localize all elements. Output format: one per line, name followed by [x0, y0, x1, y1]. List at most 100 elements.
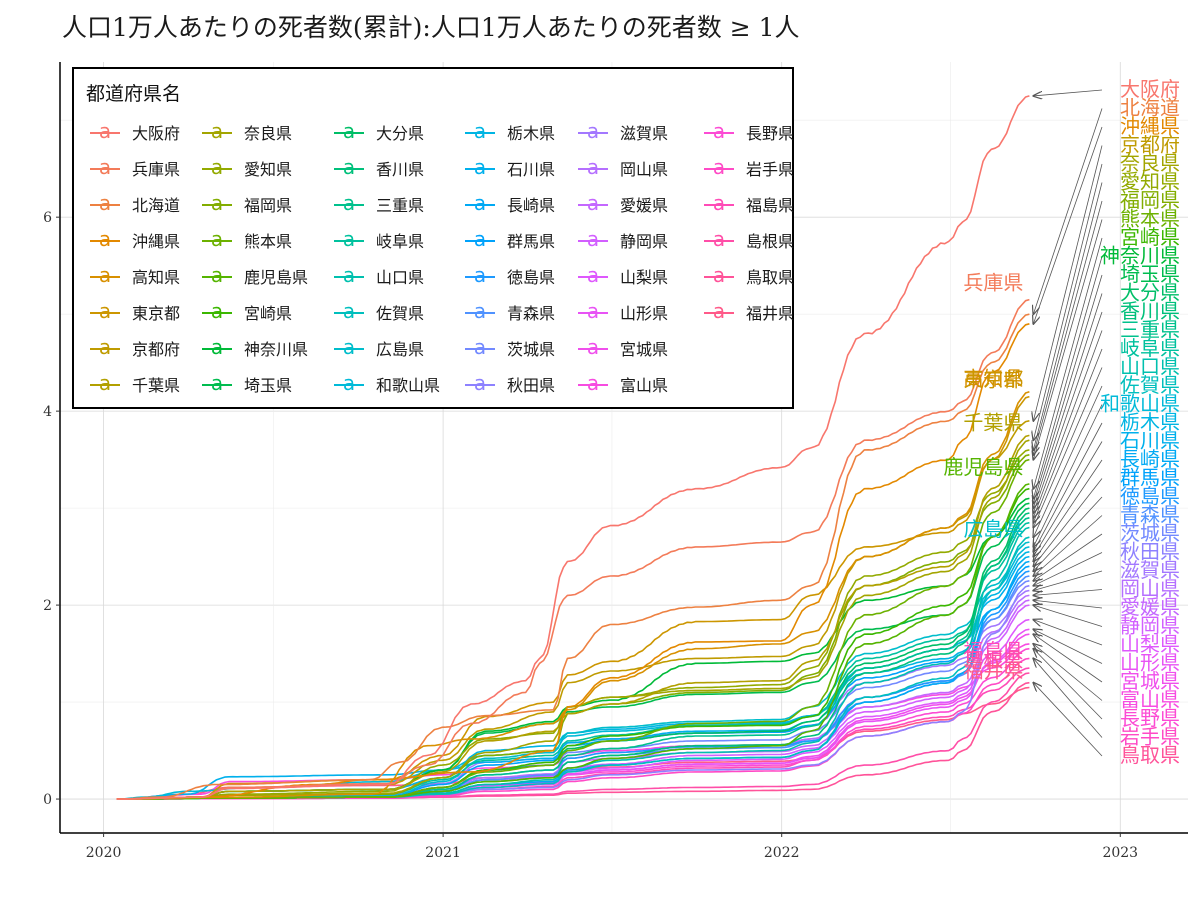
axes: 0 2 4 6 2020 2021 2022 2023 [43, 62, 1188, 861]
legend-item: a 東京都 [88, 297, 180, 327]
series-line [116, 449, 1030, 800]
series-end-label: 富山県 [1120, 688, 1180, 712]
series-end-label: 岡山県 [1120, 577, 1180, 601]
label-arrow [1033, 570, 1103, 591]
legend-label: 大分県 [376, 124, 425, 143]
legend-item: a 富山県 [576, 369, 668, 399]
series-line [116, 580, 1030, 800]
series-end-label: 宮崎県 [1120, 225, 1180, 249]
y-tick-label: 0 [43, 792, 52, 808]
series-end-label: 大分県 [1120, 281, 1180, 305]
label-arrow [1033, 108, 1103, 315]
label-arrow [1033, 478, 1103, 567]
y-tick-label: 4 [43, 404, 52, 420]
legend-swatch: a [332, 189, 366, 219]
label-arrow [1033, 385, 1103, 537]
legend-label: 静岡県 [620, 232, 669, 251]
series-inline-label: 千葉県 [963, 410, 1023, 434]
legend-label: 茨城県 [507, 340, 556, 359]
legend-label: 宮崎県 [244, 304, 293, 323]
series-line [116, 643, 1030, 800]
series-end-label: 栃木県 [1120, 410, 1180, 434]
legend-item: a 秋田県 [463, 369, 555, 399]
series-end-label: 愛媛県 [1120, 595, 1180, 619]
series-line [116, 434, 1030, 800]
legend-item: a 熊本県 [200, 225, 292, 255]
legend-item: a 群馬県 [463, 225, 555, 255]
series-line [116, 313, 1030, 800]
legend-label: 大阪府 [132, 124, 181, 143]
series-end-label: 石川県 [1120, 429, 1180, 453]
legend-swatch: a [576, 225, 610, 255]
legend-label: 青森県 [507, 304, 556, 323]
label-arrow [1033, 200, 1103, 455]
legend-item: a 高知県 [88, 261, 180, 291]
legend-label: 栃木県 [507, 124, 556, 143]
series-end-label: 奈良県 [1120, 151, 1180, 175]
series-end-label: 香川県 [1120, 299, 1180, 323]
y-tick-label: 2 [43, 598, 52, 614]
series-end-label: 三重県 [1120, 318, 1180, 342]
legend-label: 埼玉県 [244, 376, 293, 395]
series-end-label: 長野県 [1120, 706, 1180, 730]
legend-swatch: a [88, 225, 122, 255]
legend-item: a 茨城県 [463, 333, 555, 363]
legend-item: a 宮崎県 [200, 297, 292, 327]
legend-label: 福井県 [746, 304, 795, 323]
legend-swatch: a [576, 117, 610, 147]
label-arrow [1033, 533, 1103, 581]
legend-swatch: a [463, 261, 497, 291]
legend-label: 沖縄県 [132, 232, 181, 251]
legend-swatch: a [576, 153, 610, 183]
series-end-label: 山形県 [1120, 651, 1180, 675]
series-end-label: 福岡県 [1120, 188, 1180, 212]
series-end-label: 佐賀県 [1120, 373, 1180, 397]
legend-label: 石川県 [507, 160, 556, 179]
label-arrow [1033, 219, 1103, 460]
series-inline-label: 島根県 [963, 648, 1023, 672]
label-arrow [1033, 293, 1103, 509]
legend-label: 高知県 [132, 268, 181, 287]
legend-item: a 鳥取県 [702, 261, 794, 291]
label-arrow [1033, 649, 1103, 720]
legend-swatch: a [576, 333, 610, 363]
series-end-label: 秋田県 [1120, 540, 1180, 564]
legend-swatch: a [88, 261, 122, 291]
legend-item: a 香川県 [332, 153, 424, 183]
legend-item: a 山口県 [332, 261, 424, 291]
legend-swatch: a [576, 261, 610, 291]
legend-item: a 岩手県 [702, 153, 794, 183]
label-arrow [1033, 422, 1103, 552]
legend-swatch: a [88, 153, 122, 183]
legend-item: a 沖縄県 [88, 225, 180, 255]
legend-item: a 青森県 [463, 297, 555, 327]
x-tick-label: 2020 [86, 845, 122, 861]
legend-swatch: a [702, 261, 736, 291]
legend-label: 岐阜県 [376, 232, 425, 251]
legend-swatch: a [702, 153, 736, 183]
legend-swatch: a [88, 369, 122, 399]
legend-label: 群馬県 [507, 232, 556, 251]
label-arrow [1033, 658, 1103, 738]
legend-item: a 広島県 [332, 333, 424, 363]
label-arrow [1033, 634, 1103, 683]
legend-item: a 山形県 [576, 297, 668, 327]
series-end-label: 和歌山県 [1100, 392, 1180, 416]
legend-swatch: a [702, 189, 736, 219]
series-line [116, 575, 1030, 800]
legend-label: 三重県 [376, 196, 425, 215]
legend-item: a 大阪府 [88, 117, 180, 147]
legend-item: a 山梨県 [576, 261, 668, 291]
legend-item: a 島根県 [702, 225, 794, 255]
legend-swatch: a [332, 261, 366, 291]
legend-swatch: a [88, 189, 122, 219]
series-lines [116, 95, 1030, 800]
series-line [116, 458, 1030, 800]
label-arrow [1033, 620, 1103, 646]
end-labels: 大阪府北海道沖縄県京都府奈良県愛知県福岡県熊本県宮崎県神奈川県埼玉県大分県香川県… [943, 77, 1180, 767]
legend-item: a 滋賀県 [576, 117, 668, 147]
series-end-label: 滋賀県 [1120, 558, 1180, 582]
legend-swatch: a [332, 297, 366, 327]
legend-label: 奈良県 [244, 124, 293, 143]
series-end-label: 沖縄県 [1120, 114, 1180, 138]
